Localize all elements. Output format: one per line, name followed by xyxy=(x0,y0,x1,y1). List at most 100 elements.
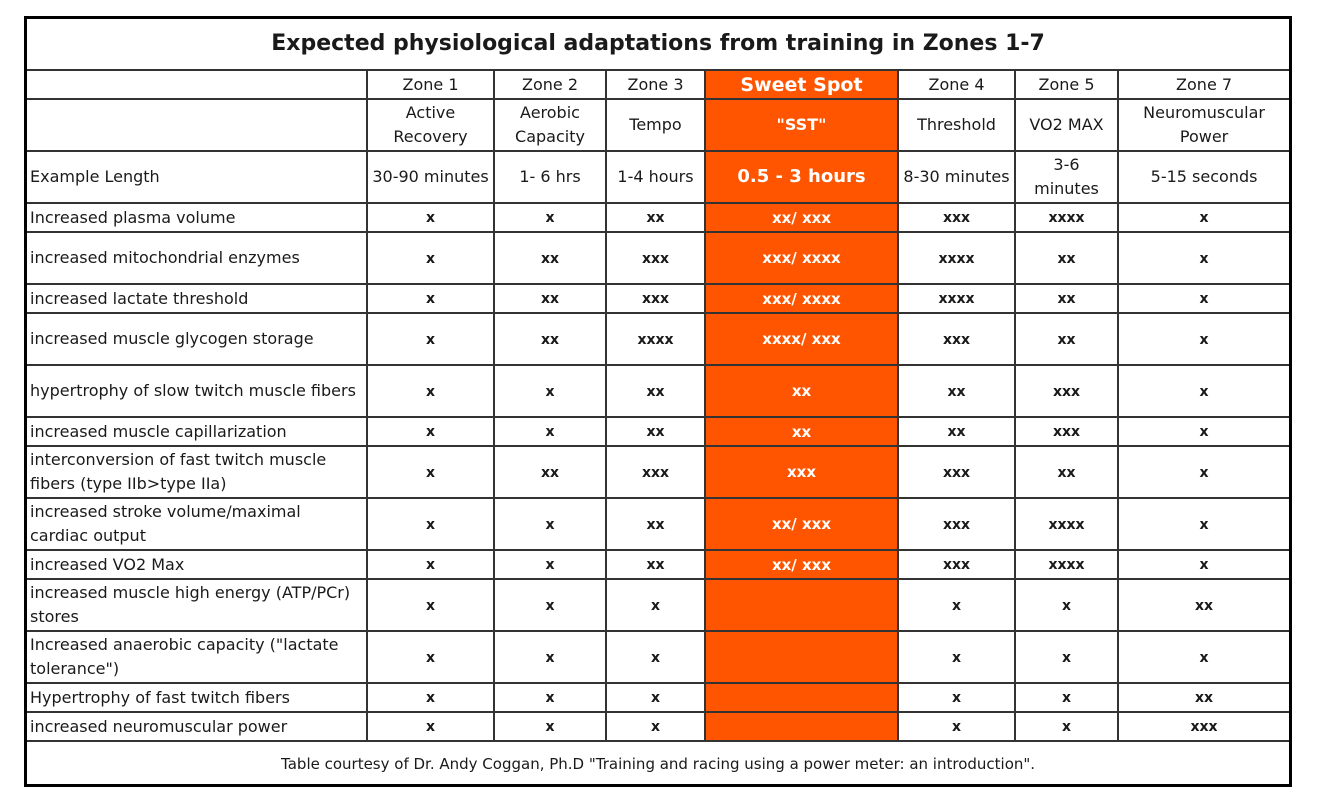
intensity-marks: x xyxy=(650,597,661,614)
intensity-marks: x xyxy=(650,719,661,735)
cell-sweet-spot: xx/ xxx xyxy=(704,202,899,233)
table-row: increased VO2 Max x x xx xx/ xxx xxx xxxx x xyxy=(27,549,1290,580)
cell-zone-3: xxx xyxy=(605,445,706,499)
intensity-marks: x xyxy=(1199,464,1209,481)
header-blank xyxy=(27,69,368,100)
intensity-marks: xx xyxy=(540,291,560,307)
cell-zone-3: x xyxy=(605,711,706,742)
table-row: increased muscle glycogen storage x xx xxxx… xyxy=(27,312,1290,366)
cell-sweet-spot xyxy=(704,711,899,742)
row-label: increased muscle glycogen storage xyxy=(27,312,368,366)
cell-zone-3: xx xyxy=(605,364,706,418)
cell-zone-5: xxxx xyxy=(1014,549,1119,580)
cell-zone-7: xxx xyxy=(1116,711,1290,742)
row-label: Example Length xyxy=(27,150,368,204)
zone-header-zone-1: Zone 1 xyxy=(366,69,495,100)
row-label: Hypertrophy of fast twitch fibers xyxy=(27,682,368,713)
cell-sweet-spot: xx xyxy=(704,416,899,447)
row-label: increased mitochondrial enzymes xyxy=(27,231,368,285)
intensity-marks: x xyxy=(545,516,555,533)
intensity-marks: xx/ xxx xyxy=(771,555,832,574)
zone-length-zone-1: 30-90 minutes xyxy=(366,150,495,204)
intensity-marks: xx xyxy=(1057,464,1076,481)
cell-sweet-spot: xxx/ xxxx xyxy=(704,283,899,314)
row-label: increased lactate threshold xyxy=(27,283,368,314)
row-label: increased neuromuscular power xyxy=(27,711,368,742)
cell-zone-5: xx xyxy=(1014,312,1119,366)
cell-sweet-spot: xxx xyxy=(704,445,899,499)
intensity-marks: x xyxy=(425,424,436,440)
zone-name-zone-1: Active Recovery xyxy=(366,98,495,152)
intensity-marks: xx xyxy=(1195,597,1214,614)
intensity-marks: x xyxy=(545,383,555,400)
cell-zone-7: x xyxy=(1116,231,1290,285)
table-row: increased muscle high energy (ATP/PCr) s… xyxy=(27,578,1290,632)
table-row: hypertrophy of slow twitch muscle fibers… xyxy=(27,364,1290,418)
intensity-marks: xx/ xxx xyxy=(771,515,832,533)
zone-name-row: Active Recovery Aerobic Capacity Tempo "SST… xyxy=(27,98,1290,152)
cell-zone-4: xx xyxy=(897,364,1016,418)
row-label: interconversion of fast twitch muscle fi… xyxy=(27,445,368,499)
intensity-marks: x xyxy=(545,649,555,666)
intensity-marks: xxx xyxy=(1052,424,1081,440)
intensity-marks: xxx xyxy=(942,210,971,226)
intensity-marks: x xyxy=(425,331,436,348)
cell-zone-2: x xyxy=(493,711,607,742)
cell-zone-5: x xyxy=(1014,682,1119,713)
cell-zone-5: xxxx xyxy=(1014,497,1119,551)
intensity-marks: xxx/ xxxx xyxy=(762,249,841,267)
cell-zone-5: xxxx xyxy=(1014,202,1119,233)
cell-zone-1: x xyxy=(366,283,495,314)
cell-zone-3: xxx xyxy=(605,231,706,285)
intensity-marks: xxx xyxy=(786,463,817,481)
intensity-marks: xx xyxy=(1057,291,1076,307)
footnote: Table courtesy of Dr. Andy Coggan, Ph.D … xyxy=(27,740,1290,785)
cell-zone-3: xx xyxy=(605,497,706,551)
intensity-marks: x xyxy=(425,250,436,267)
cell-zone-5: x xyxy=(1014,578,1119,632)
intensity-marks: xxx xyxy=(1052,383,1081,400)
zone-header-row: Zone 1 Zone 2 Zone 3 Sweet Spot Zone 4 Zone 5… xyxy=(27,69,1290,100)
cell-zone-4: xxxx xyxy=(897,283,1016,314)
intensity-marks: x xyxy=(425,649,436,666)
intensity-marks: xxx xyxy=(641,250,670,267)
table-row: increased stroke volume/maximal cardiac … xyxy=(27,497,1290,551)
table-row: increased neuromuscular power x x x x x xxx xyxy=(27,711,1290,742)
cell-zone-3: x xyxy=(605,682,706,713)
intensity-marks: xxxx xyxy=(938,291,975,307)
cell-zone-1: x xyxy=(366,682,495,713)
intensity-marks: x xyxy=(425,597,436,614)
intensity-marks: xx xyxy=(646,516,665,533)
cell-zone-1: x xyxy=(366,416,495,447)
intensity-marks: xxxx xyxy=(1048,557,1085,573)
intensity-marks: x xyxy=(1061,719,1072,735)
intensity-marks: x xyxy=(951,649,962,666)
cell-zone-1: x xyxy=(366,445,495,499)
cell-zone-2: xx xyxy=(493,312,607,366)
cell-zone-7: x xyxy=(1116,630,1290,684)
intensity-marks: xxx xyxy=(942,557,971,573)
intensity-marks: x xyxy=(1199,649,1209,666)
intensity-marks: x xyxy=(1199,516,1209,533)
intensity-marks: xx xyxy=(540,464,560,481)
header-blank xyxy=(27,98,368,152)
cell-zone-1: x xyxy=(366,202,495,233)
intensity-marks: xx xyxy=(540,250,560,267)
intensity-marks: x xyxy=(1061,649,1072,666)
zone-name-zone-5: VO2 MAX xyxy=(1014,98,1119,152)
cell-zone-2: x xyxy=(493,364,607,418)
intensity-marks: x xyxy=(650,690,661,706)
cell-zone-4: xx xyxy=(897,416,1016,447)
cell-zone-4: xxx xyxy=(897,549,1016,580)
cell-zone-1: x xyxy=(366,497,495,551)
zone-length-zone-5: 3-6 minutes xyxy=(1014,150,1119,204)
cell-zone-4: xxx xyxy=(897,312,1016,366)
intensity-marks: x xyxy=(1199,383,1209,400)
cell-zone-4: xxxx xyxy=(897,231,1016,285)
cell-zone-3: x xyxy=(605,630,706,684)
cell-zone-3: xx xyxy=(605,202,706,233)
intensity-marks: x xyxy=(425,464,436,481)
cell-zone-2: x xyxy=(493,202,607,233)
table-row: Increased anaerobic capacity ("lactate t… xyxy=(27,630,1290,684)
intensity-marks: xxx xyxy=(641,464,670,481)
